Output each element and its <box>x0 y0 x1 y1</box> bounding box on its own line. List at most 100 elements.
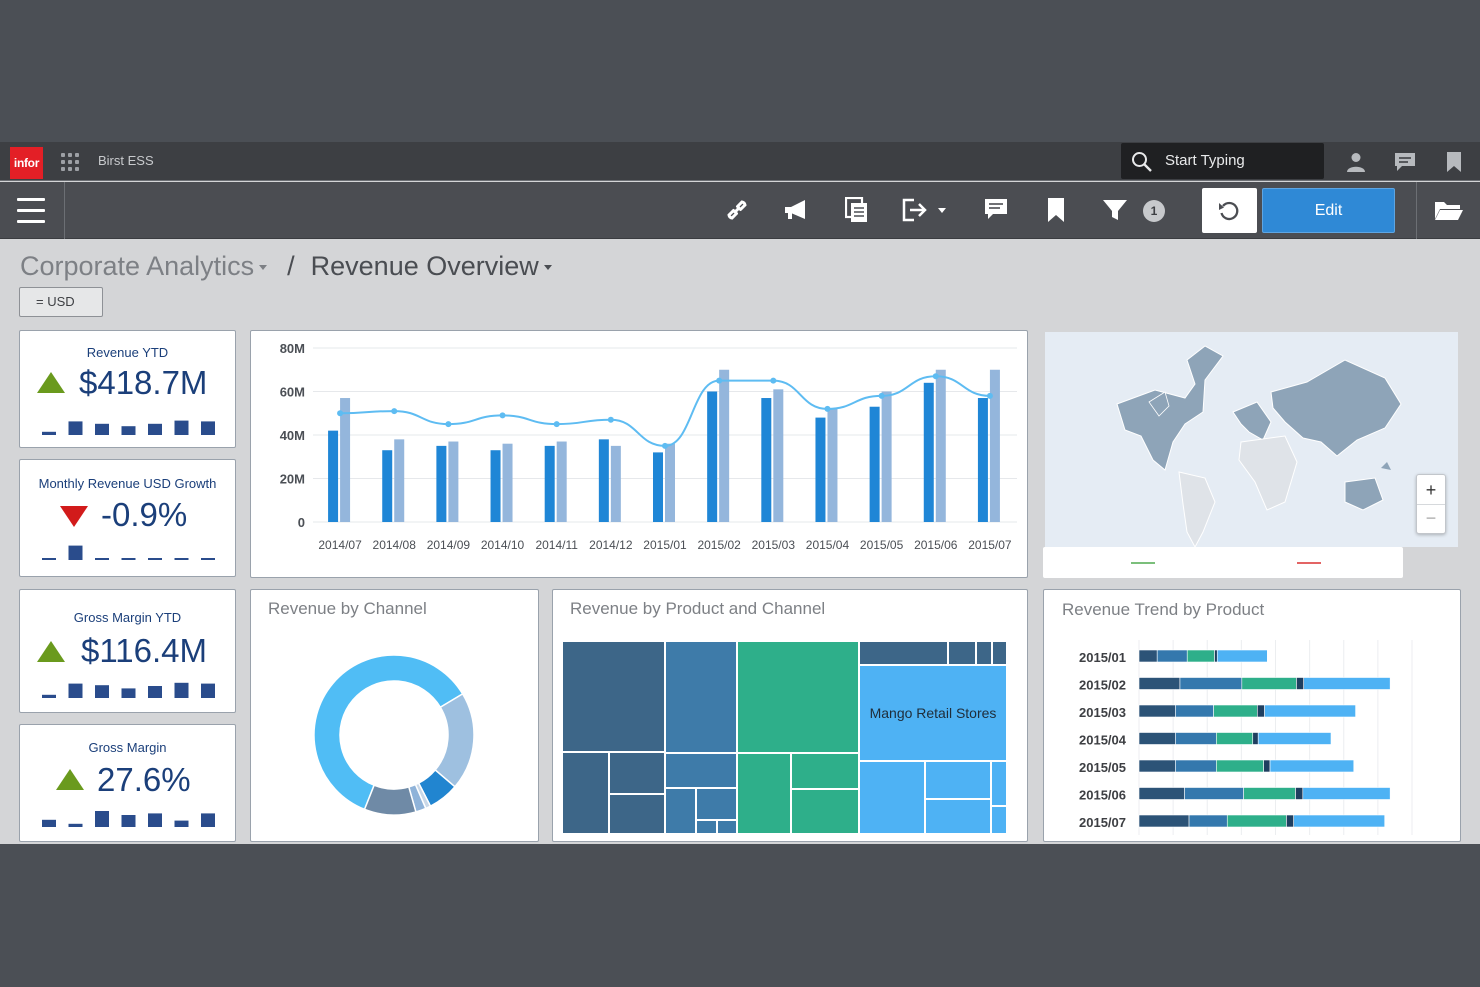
bar-series-2[interactable] <box>935 369 946 522</box>
bar-series-1[interactable] <box>707 391 718 523</box>
stacked-bar-segment[interactable] <box>1269 759 1355 773</box>
line-point[interactable] <box>445 421 452 428</box>
bar-series-2[interactable] <box>556 441 567 522</box>
zoom-out-button[interactable]: − <box>1425 508 1437 528</box>
bar-series-1[interactable] <box>382 450 393 522</box>
stacked-bar-segment[interactable] <box>1302 787 1391 800</box>
stacked-bar-segment[interactable] <box>1156 649 1188 663</box>
stacked-bar-segment[interactable] <box>1216 649 1268 663</box>
menu-button[interactable] <box>0 182 65 239</box>
bar-series-1[interactable] <box>815 417 826 522</box>
bar-series-2[interactable] <box>881 391 892 523</box>
stacked-bar-segment[interactable] <box>1213 704 1258 718</box>
bar-series-2[interactable] <box>719 369 730 522</box>
stacked-bar-segment[interactable] <box>1184 787 1244 800</box>
stacked-bar-segment[interactable] <box>1138 704 1176 718</box>
bar-series-2[interactable] <box>989 369 1000 522</box>
bar-series-2[interactable] <box>827 408 838 522</box>
donut-slice[interactable] <box>434 692 475 788</box>
world-map[interactable]: + − <box>1045 332 1458 547</box>
kpi-card-gross-margin-ytd[interactable]: Gross Margin YTD $116.4M <box>19 589 236 713</box>
stacked-bar-segment[interactable] <box>1138 732 1176 745</box>
stacked-bar-segment[interactable] <box>1179 677 1243 690</box>
line-point[interactable] <box>824 405 831 412</box>
bar-series-2[interactable] <box>340 398 351 522</box>
line-point[interactable] <box>391 408 398 415</box>
stacked-bar-segment[interactable] <box>1241 677 1297 690</box>
stacked-bar-segment[interactable] <box>1296 677 1305 690</box>
bar-series-1[interactable] <box>869 406 880 522</box>
stacked-bar-segment[interactable] <box>1216 732 1254 745</box>
bookmark-icon[interactable] <box>1046 197 1066 223</box>
revenue-by-channel-panel[interactable]: Revenue by Channel <box>250 589 539 842</box>
line-point[interactable] <box>607 416 614 423</box>
bar-series-1[interactable] <box>977 398 988 522</box>
breadcrumb-parent[interactable]: Corporate Analytics <box>20 251 269 281</box>
folder-icon[interactable] <box>1434 197 1464 223</box>
stacked-bar-segment[interactable] <box>1175 759 1217 773</box>
stacked-bar-segment[interactable] <box>1257 732 1332 745</box>
stacked-bar-segment[interactable] <box>1138 759 1176 773</box>
stacked-bar-segment[interactable] <box>1257 704 1265 718</box>
line-point[interactable] <box>716 377 723 384</box>
stacked-bar-segment[interactable] <box>1303 677 1391 690</box>
bar-series-2[interactable] <box>610 445 621 522</box>
stacked-bar-segment[interactable] <box>1226 814 1287 828</box>
bar-series-1[interactable] <box>436 445 447 522</box>
bookmark-icon[interactable] <box>1445 151 1463 173</box>
bar-series-1[interactable] <box>490 450 501 522</box>
zoom-in-button[interactable]: + <box>1417 475 1445 505</box>
bar-series-2[interactable] <box>773 389 784 522</box>
link-icon[interactable] <box>724 197 750 223</box>
line-point[interactable] <box>932 373 939 380</box>
kpi-card-gross-margin[interactable]: Gross Margin 27.6% <box>19 724 236 842</box>
edit-button[interactable]: Edit <box>1262 188 1395 233</box>
line-point[interactable] <box>878 392 885 399</box>
stacked-bar-segment[interactable] <box>1138 787 1185 800</box>
stacked-bar-segment[interactable] <box>1263 759 1271 773</box>
bar-series-2[interactable] <box>502 443 513 522</box>
bar-series-1[interactable] <box>598 439 609 522</box>
stacked-bar-segment[interactable] <box>1264 704 1356 718</box>
stacked-bar-segment[interactable] <box>1175 704 1214 718</box>
line-point[interactable] <box>499 412 506 419</box>
kpi-card-revenue-ytd[interactable]: Revenue YTD $418.7M <box>19 330 236 448</box>
search-input[interactable] <box>1165 152 1315 169</box>
bar-series-1[interactable] <box>328 430 339 522</box>
line-point[interactable] <box>337 410 344 417</box>
stacked-bar-segment[interactable] <box>1188 814 1228 828</box>
copy-icon[interactable] <box>845 197 869 223</box>
stacked-bar-segment[interactable] <box>1186 649 1215 663</box>
stacked-bar-segment[interactable] <box>1175 732 1217 745</box>
breadcrumb-current[interactable]: Revenue Overview <box>311 251 554 281</box>
bar-series-1[interactable] <box>761 398 772 522</box>
undo-button[interactable] <box>1202 188 1257 233</box>
bar-series-1[interactable] <box>923 382 934 522</box>
stacked-bar-segment[interactable] <box>1243 787 1296 800</box>
bar-series-2[interactable] <box>665 443 675 522</box>
revenue-trend-chart[interactable]: 0 20M 40M 60M 80M 2014/07 2014/08 2014/09 2014/1… <box>250 330 1028 578</box>
stacked-bar-segment[interactable] <box>1252 732 1259 745</box>
line-point[interactable] <box>662 442 668 449</box>
export-icon[interactable] <box>902 197 950 223</box>
stacked-bar-segment[interactable] <box>1293 814 1385 828</box>
stacked-bar-segment[interactable] <box>1286 814 1294 828</box>
filter-icon[interactable] <box>1102 197 1128 223</box>
messages-icon[interactable] <box>1394 151 1416 173</box>
kpi-card-monthly-growth[interactable]: Monthly Revenue USD Growth -0.9% <box>19 459 236 577</box>
stacked-bar-segment[interactable] <box>1216 759 1264 773</box>
revenue-by-product-channel-panel[interactable]: Revenue by Product and Channel <box>552 589 1028 842</box>
stacked-bar-segment[interactable] <box>1295 787 1304 800</box>
app-launcher-icon[interactable] <box>61 153 79 171</box>
bar-series-2[interactable] <box>448 441 459 522</box>
stacked-bar-segment[interactable] <box>1138 649 1158 663</box>
line-point[interactable] <box>553 421 560 428</box>
stacked-bar-segment[interactable] <box>1138 677 1181 690</box>
line-point[interactable] <box>770 377 777 384</box>
donut-slice[interactable] <box>363 784 417 816</box>
donut-slice[interactable] <box>313 654 464 811</box>
comment-icon[interactable] <box>984 197 1008 223</box>
line-point[interactable] <box>986 392 993 399</box>
announce-icon[interactable] <box>783 197 811 223</box>
stacked-bar-segment[interactable] <box>1214 649 1218 663</box>
